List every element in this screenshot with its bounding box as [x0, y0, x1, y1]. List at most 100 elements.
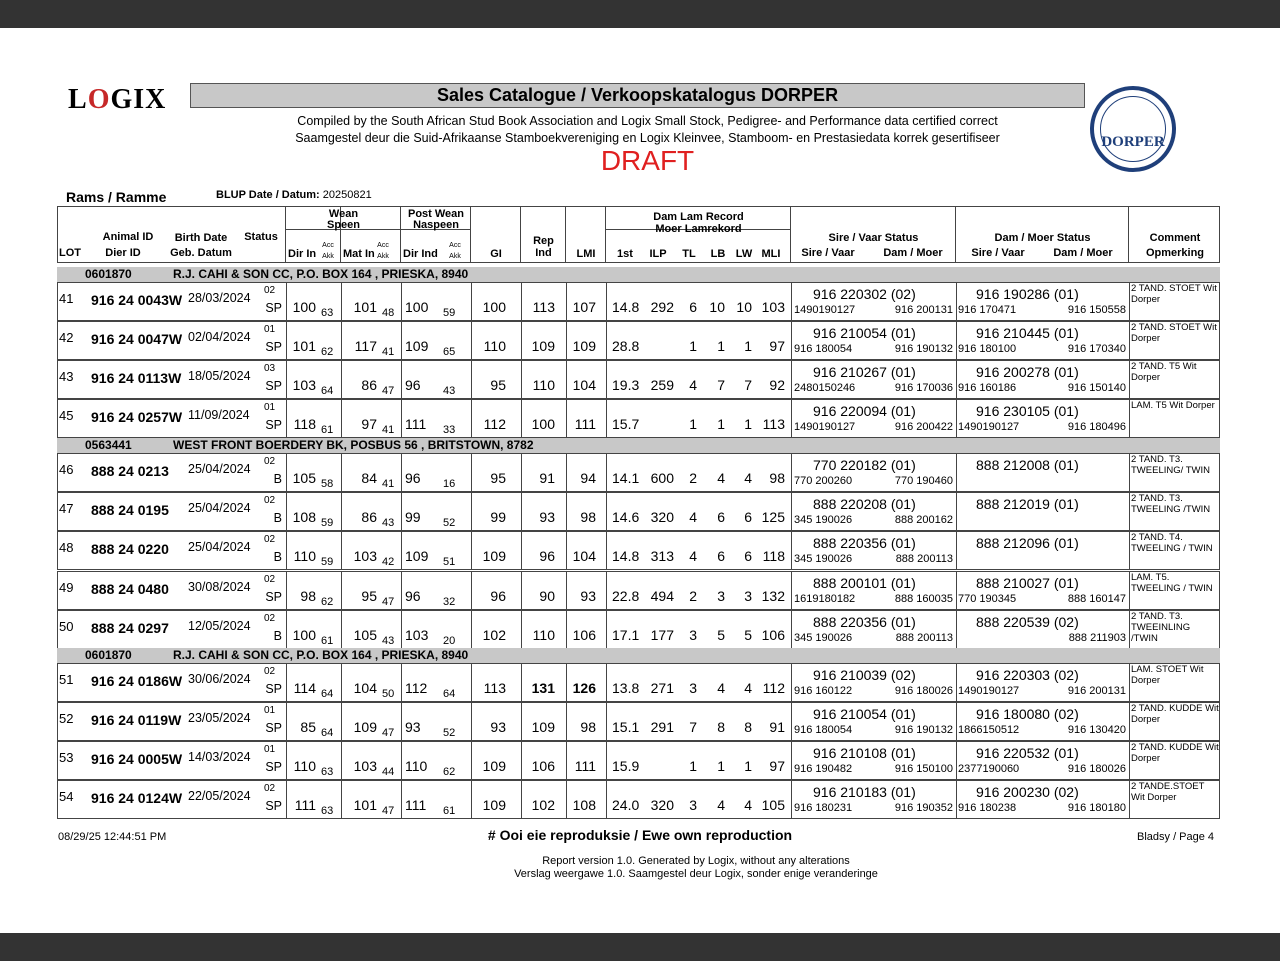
table-row[interactable]: 52 916 24 0119W 23/05/2024 01 SP 85 64 109 47 93 5…	[57, 702, 1220, 741]
header-lmi: LMI	[576, 248, 596, 260]
status-code: 01	[264, 705, 276, 716]
dir-ind-acc: 65	[443, 346, 456, 358]
table-row[interactable]: 50 888 24 0297 12/05/2024 02 B 100 61 105 43 103 2…	[57, 609, 1220, 649]
dir-ind: 112	[405, 680, 428, 696]
column-divider	[1128, 207, 1129, 263]
cell-divider	[1129, 493, 1130, 532]
cell-divider	[566, 400, 567, 438]
status: B	[273, 628, 282, 643]
header-birth-date: Birth Date	[174, 232, 228, 244]
table-row[interactable]: 47 888 24 0195 25/04/2024 02 B 108 59 86 43 99 52 9…	[57, 492, 1220, 532]
lb: 1	[717, 416, 725, 432]
sire-id: 916 220094 (01)	[813, 403, 916, 419]
cell-divider	[566, 493, 567, 532]
cell-divider	[286, 322, 287, 360]
dir-ind: 110	[405, 758, 428, 774]
header-dam-status: Dam / Moer Status	[994, 232, 1091, 244]
cell-divider	[341, 322, 342, 360]
ilp: 259	[650, 377, 674, 393]
cell-divider	[471, 781, 472, 819]
table-row[interactable]: 48 888 24 0220 25/04/2024 02 B 110 59 103 42 109 5…	[57, 531, 1220, 571]
header-dam-dam-moer: Dam / Moer	[1053, 247, 1113, 259]
comment: LAM. T5. TWEELING / TWIN	[1131, 571, 1213, 594]
table-row[interactable]: 54 916 24 0124W 22/05/2024 02 SP 111 63 101 47 11…	[57, 780, 1220, 819]
dir-in: 103	[292, 377, 316, 393]
table-row[interactable]: 45 916 24 0257W 11/09/2024 01 SP 118 61 97 41 111…	[57, 399, 1220, 438]
comment: 2 TAND. STOET Wit Dorper	[1131, 322, 1217, 344]
cell-divider	[341, 454, 342, 492]
cell-divider	[521, 400, 522, 438]
table-row[interactable]: 42 916 24 0047W 02/04/2024 01 SP 101 62 117 41 10…	[57, 321, 1220, 360]
cell-divider	[401, 742, 402, 780]
owner-name: WEST FRONT BOERDERY BK, POSBUS 56 , BRIT…	[173, 438, 534, 452]
cell-divider	[1129, 283, 1130, 321]
rep-ind: 109	[531, 338, 555, 354]
dir-in: 110	[293, 758, 316, 774]
lot-number: 46	[59, 462, 74, 477]
mat-in-acc: 42	[382, 556, 395, 569]
animal-id: 916 24 0113W	[91, 370, 182, 386]
sire-id: 916 210039 (02)	[813, 667, 916, 683]
status: B	[273, 472, 282, 486]
cell-divider	[791, 532, 792, 571]
dir-in-acc: 61	[321, 424, 334, 436]
sire-sire: 916 180231	[794, 802, 853, 814]
mat-in-acc: 43	[382, 517, 395, 530]
lmi: 109	[572, 338, 596, 354]
cell-divider	[471, 400, 472, 438]
cell-divider	[606, 664, 607, 702]
comment: 2 TAND. STOET Wit Dorper	[1131, 283, 1217, 305]
table-row[interactable]: 41 916 24 0043W 28/03/2024 02 SP 100 63 101 48 10…	[57, 282, 1220, 321]
rep-ind: 106	[531, 758, 555, 774]
sire-dam: 916 170036	[894, 382, 953, 394]
lb: 10	[709, 299, 725, 315]
gi: 95	[490, 470, 506, 486]
mat-in-acc: 41	[382, 346, 395, 358]
comment: 2 TANDE.STOET Wit Dorper	[1131, 781, 1205, 803]
dam-id: 888 210027 (01)	[976, 574, 1079, 591]
mat-in: 103	[353, 758, 377, 774]
cell-divider	[1129, 571, 1130, 610]
mat-in: 109	[353, 719, 377, 735]
lmi: 98	[580, 509, 596, 526]
cell-divider	[521, 610, 522, 649]
header-ind: Ind	[535, 247, 552, 259]
column-divider	[470, 207, 471, 263]
header-ebv-1: Mat In	[343, 248, 375, 260]
lb: 5	[717, 626, 725, 643]
table-row[interactable]: 51 916 24 0186W 30/06/2024 02 SP 114 64 104 50 11…	[57, 663, 1220, 702]
table-row[interactable]: 49 888 24 0480 30/08/2024 02 SP 98 62 95 47 96 32 9…	[57, 570, 1220, 610]
dir-ind: 96	[405, 470, 421, 486]
cell-divider	[521, 571, 522, 610]
rep-ind: 100	[531, 416, 555, 432]
table-row[interactable]: 53 916 24 0005W 14/03/2024 01 SP 110 63 103 44 11…	[57, 741, 1220, 780]
mli: 103	[761, 299, 785, 315]
birth-date: 25/04/2024	[188, 540, 251, 555]
animal-id: 916 24 0119W	[91, 712, 182, 728]
ilp: 600	[650, 470, 674, 486]
dam-dam: 888 160147	[1067, 592, 1126, 605]
cell-divider	[401, 532, 402, 571]
lot-number: 42	[59, 330, 74, 345]
table-row[interactable]: 43 916 24 0113W 18/05/2024 03 SP 103 64 86 47 96 4…	[57, 360, 1220, 399]
owner-code: 0601870	[85, 267, 132, 281]
header-moer-lamrekord: Moer Lamrekord	[655, 223, 742, 235]
first-lamb: 15.1	[612, 719, 640, 735]
dir-ind: 111	[405, 416, 427, 432]
birth-date: 18/05/2024	[188, 369, 251, 383]
tl: 6	[689, 299, 697, 315]
mat-in: 101	[353, 299, 377, 315]
table-row[interactable]: 46 888 24 0213 25/04/2024 02 B 105 58 84 41 96 16 9…	[57, 453, 1220, 492]
rep-ind: 102	[531, 797, 555, 813]
logix-logo: LOGIX	[68, 84, 167, 115]
sire-sire: 916 190482	[794, 763, 853, 775]
cell-divider	[401, 493, 402, 532]
lot-number: 53	[59, 750, 74, 765]
cell-divider	[341, 610, 342, 649]
cell-divider	[956, 781, 957, 819]
dir-ind-acc: 52	[443, 517, 456, 530]
sire-dam: 888 200113	[895, 631, 953, 644]
cell-divider	[401, 781, 402, 819]
cell-divider	[521, 742, 522, 780]
cell-divider	[791, 361, 792, 399]
